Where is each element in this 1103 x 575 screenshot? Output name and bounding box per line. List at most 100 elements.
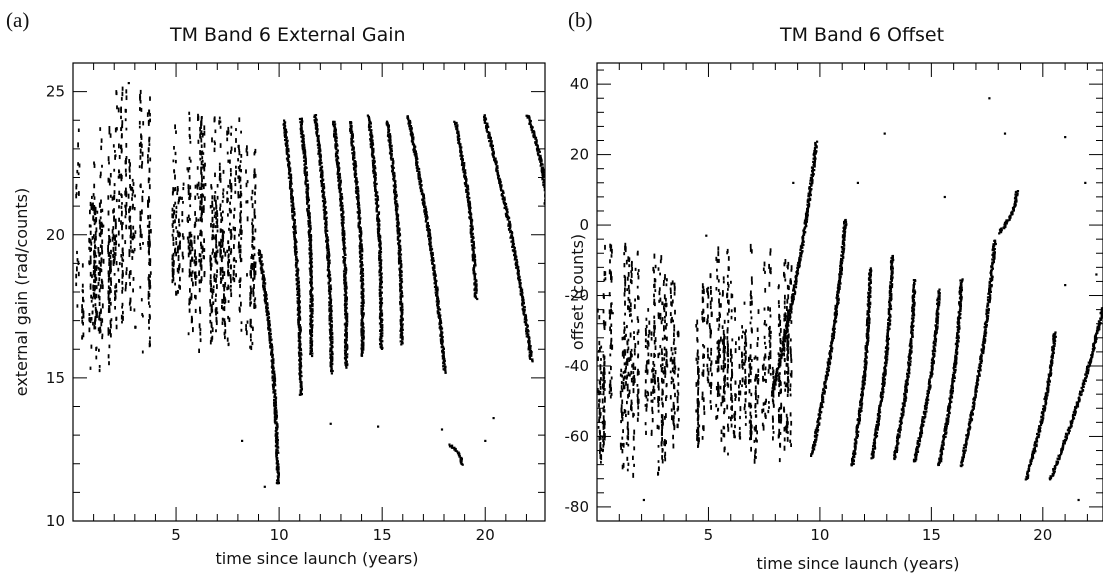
data-point [175,292,178,296]
data-point [215,216,217,220]
data-point [362,342,365,345]
data-point [201,193,204,197]
data-point [310,272,313,275]
data-point [99,222,102,227]
data-point [475,289,478,292]
data-point [107,296,110,301]
data-point [200,138,203,143]
data-point [330,327,333,331]
data-point [239,308,241,313]
data-point [379,339,382,342]
data-point [321,190,324,193]
data-point [198,323,201,329]
data-point [190,271,192,277]
data-point [98,368,101,373]
data-point [399,336,402,339]
data-point [438,326,441,329]
data-point [240,193,243,197]
data-point [298,349,301,352]
data-point [188,133,191,138]
data-point [129,300,132,304]
data-point [328,322,331,325]
data-point [295,266,298,269]
data-point [413,153,416,156]
data-point [189,185,192,190]
data-point [362,322,365,325]
data-point [439,314,442,317]
data-point [397,253,401,256]
data-point [276,441,279,444]
data-point [343,250,346,253]
data-point [120,213,123,217]
data-point [346,345,349,348]
data-point [376,196,379,199]
data-point [304,156,307,159]
data-point [139,183,142,189]
data-point [120,254,123,258]
data-point [300,393,303,396]
data-point [253,270,256,276]
data-point [133,308,136,312]
data-point [214,298,217,302]
data-point [333,125,336,128]
data-point [198,288,201,293]
data-point [221,298,224,304]
data-point [329,297,332,300]
data-point [343,230,346,233]
data-point [441,357,444,360]
data-point [92,193,95,197]
chart-panel-a: (a) TM Band 6 External Gain 5 10 15 20 10 15 2… [6,8,546,568]
data-point [113,273,116,276]
data-point [275,449,278,452]
data-point [88,224,91,228]
data-point [374,179,377,182]
data-point [353,151,356,154]
data-point [474,262,477,265]
data-point [211,251,214,255]
data-point [411,139,414,142]
data-point [361,297,364,300]
data-point [352,158,355,161]
data-point [101,333,104,337]
data-point [75,185,78,190]
data-point [128,225,131,230]
data-point [98,365,101,368]
data-point [129,240,132,245]
data-point [202,175,205,180]
data-point [251,244,254,248]
data-point [93,262,96,266]
data-point [361,264,364,267]
data-point [387,125,390,129]
data-point [308,237,311,240]
data-point [434,274,437,277]
data-point [332,123,335,126]
data-point [223,294,225,298]
data-point [132,288,134,293]
data-point [310,275,313,278]
data-point [409,125,413,128]
data-point [368,123,371,126]
data-point [260,267,263,270]
data-point [200,258,203,263]
data-point [186,167,189,171]
data-point [294,250,297,253]
data-point [211,216,214,222]
data-point [314,117,317,120]
data-point [378,219,381,222]
data-point [436,302,439,306]
data-point [311,302,314,306]
data-point [380,302,384,305]
data-point [360,280,363,283]
data-point [435,286,438,289]
data-point [354,190,358,193]
data-point [129,206,131,212]
data-point [258,253,261,256]
data-point [299,340,302,343]
data-point [424,219,428,222]
data-point [399,282,402,285]
data-point [334,137,337,140]
data-point [238,294,241,298]
data-point [288,169,291,172]
data-point [125,210,127,216]
data-point [117,107,120,113]
